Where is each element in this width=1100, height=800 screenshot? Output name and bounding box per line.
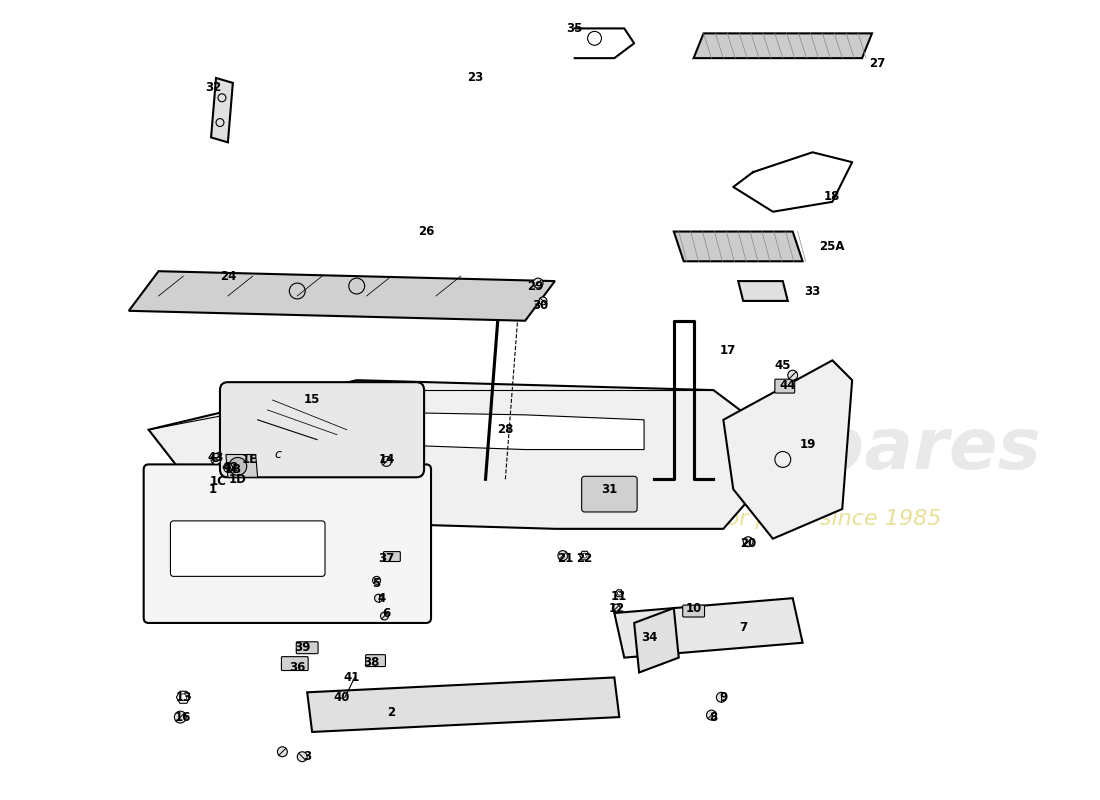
Text: 9: 9 bbox=[719, 690, 727, 704]
Text: 24: 24 bbox=[220, 270, 236, 282]
Text: 45: 45 bbox=[774, 359, 791, 372]
Text: 25A: 25A bbox=[820, 240, 845, 253]
Polygon shape bbox=[614, 598, 803, 658]
Text: 1E: 1E bbox=[242, 453, 257, 466]
Text: 43: 43 bbox=[208, 451, 224, 464]
Text: 14: 14 bbox=[378, 453, 395, 466]
Text: 32: 32 bbox=[205, 82, 221, 94]
Polygon shape bbox=[211, 78, 233, 142]
Circle shape bbox=[788, 370, 798, 380]
Text: 6: 6 bbox=[383, 606, 390, 619]
Circle shape bbox=[229, 458, 246, 475]
Circle shape bbox=[382, 457, 392, 466]
FancyBboxPatch shape bbox=[170, 521, 324, 576]
Text: 34: 34 bbox=[641, 631, 657, 644]
Text: 17: 17 bbox=[720, 344, 736, 357]
Text: 37: 37 bbox=[378, 552, 395, 565]
Text: 11: 11 bbox=[612, 590, 627, 602]
Text: 8: 8 bbox=[710, 710, 717, 723]
Text: 29: 29 bbox=[527, 279, 543, 293]
Circle shape bbox=[558, 550, 568, 561]
Circle shape bbox=[373, 576, 381, 584]
Text: 35: 35 bbox=[566, 22, 583, 35]
Circle shape bbox=[212, 454, 220, 462]
Circle shape bbox=[375, 594, 383, 602]
Circle shape bbox=[716, 692, 726, 702]
Text: 13: 13 bbox=[175, 690, 191, 704]
Text: 21: 21 bbox=[557, 552, 573, 565]
Text: 27: 27 bbox=[869, 57, 886, 70]
Text: 10: 10 bbox=[685, 602, 702, 614]
Circle shape bbox=[381, 612, 388, 620]
Text: 30: 30 bbox=[532, 299, 548, 312]
Text: 19: 19 bbox=[800, 438, 816, 451]
Text: 44: 44 bbox=[780, 378, 796, 392]
Text: 1: 1 bbox=[209, 482, 217, 496]
Circle shape bbox=[534, 278, 543, 288]
Polygon shape bbox=[129, 271, 554, 321]
Text: 40: 40 bbox=[333, 690, 350, 704]
Polygon shape bbox=[307, 678, 619, 732]
Polygon shape bbox=[694, 34, 872, 58]
Text: 1D: 1D bbox=[229, 473, 246, 486]
Polygon shape bbox=[724, 360, 852, 538]
Text: 2: 2 bbox=[387, 706, 396, 718]
Text: 23: 23 bbox=[468, 71, 484, 85]
Text: 22: 22 bbox=[576, 552, 593, 565]
Text: 41: 41 bbox=[343, 671, 360, 684]
FancyBboxPatch shape bbox=[582, 476, 637, 512]
FancyBboxPatch shape bbox=[282, 657, 308, 670]
Text: 42: 42 bbox=[222, 461, 239, 474]
FancyBboxPatch shape bbox=[220, 382, 425, 478]
FancyBboxPatch shape bbox=[774, 379, 794, 393]
Text: 28: 28 bbox=[497, 423, 514, 436]
Polygon shape bbox=[674, 231, 803, 262]
Circle shape bbox=[706, 710, 716, 720]
Text: 16: 16 bbox=[175, 710, 191, 723]
Text: 26: 26 bbox=[418, 225, 434, 238]
Circle shape bbox=[277, 747, 287, 757]
Circle shape bbox=[211, 454, 221, 465]
Polygon shape bbox=[248, 410, 645, 450]
FancyBboxPatch shape bbox=[384, 552, 400, 562]
Circle shape bbox=[613, 604, 620, 612]
FancyBboxPatch shape bbox=[683, 605, 704, 617]
Text: 18: 18 bbox=[824, 190, 840, 203]
Polygon shape bbox=[148, 380, 793, 529]
Text: 1C: 1C bbox=[210, 474, 227, 488]
Circle shape bbox=[539, 297, 547, 305]
Text: 15: 15 bbox=[304, 394, 320, 406]
Text: 1B: 1B bbox=[224, 463, 241, 476]
FancyBboxPatch shape bbox=[144, 465, 431, 623]
Text: 20: 20 bbox=[740, 537, 756, 550]
Text: 39: 39 bbox=[294, 642, 310, 654]
Text: 4: 4 bbox=[377, 592, 386, 605]
Text: 33: 33 bbox=[804, 285, 821, 298]
Text: 3: 3 bbox=[304, 750, 311, 763]
Polygon shape bbox=[738, 281, 788, 301]
FancyBboxPatch shape bbox=[365, 654, 385, 666]
Text: a passion for parts since 1985: a passion for parts since 1985 bbox=[605, 509, 942, 529]
Polygon shape bbox=[635, 608, 679, 673]
Circle shape bbox=[175, 711, 186, 723]
Circle shape bbox=[744, 537, 754, 546]
Text: 12: 12 bbox=[608, 602, 625, 614]
Text: 31: 31 bbox=[602, 482, 617, 496]
Text: 7: 7 bbox=[739, 622, 747, 634]
Text: eurospares: eurospares bbox=[584, 415, 1041, 484]
Text: 38: 38 bbox=[363, 656, 379, 669]
Text: c: c bbox=[274, 448, 280, 461]
FancyBboxPatch shape bbox=[296, 642, 318, 654]
Text: 36: 36 bbox=[289, 661, 306, 674]
Polygon shape bbox=[226, 454, 257, 478]
Circle shape bbox=[297, 752, 307, 762]
Text: 5: 5 bbox=[373, 577, 381, 590]
